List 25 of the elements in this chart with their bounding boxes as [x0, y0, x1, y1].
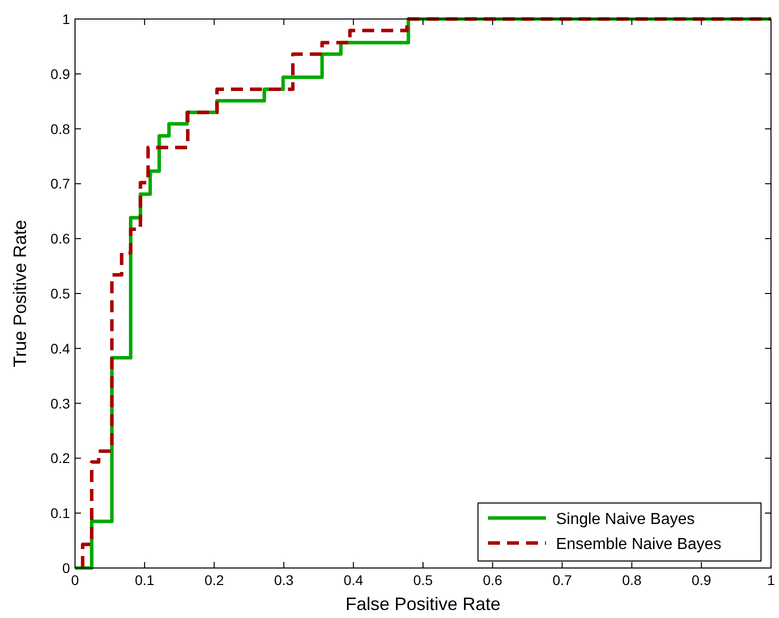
legend-label: Single Naive Bayes: [556, 511, 695, 528]
y-axis-title: True Positive Rate: [10, 220, 30, 368]
x-tick-label: 0.4: [344, 572, 364, 588]
x-tick-label: 1: [767, 572, 776, 588]
x-tick-label: 0.6: [482, 572, 503, 588]
y-tick-label: 0.7: [50, 176, 70, 192]
y-tick-label: 0.4: [50, 340, 70, 356]
y-tick-label: 0: [62, 560, 70, 576]
legend-label: Ensemble Naive Bayes: [556, 536, 722, 553]
x-tick-label: 0.9: [692, 572, 712, 588]
x-tick-label: 0.7: [552, 572, 572, 588]
y-tick-label: 0.5: [50, 286, 70, 302]
x-tick-label: 0.8: [622, 572, 642, 588]
y-tick-label: 0.1: [50, 505, 70, 522]
x-axis-title: False Positive Rate: [345, 594, 501, 614]
y-tick-label: 0.2: [50, 450, 70, 466]
y-tick-label: 1: [62, 11, 70, 27]
y-tick-label: 0.9: [50, 66, 70, 82]
x-tick-label: 0.3: [274, 572, 294, 588]
y-tick-label: 0.3: [50, 395, 70, 412]
x-tick-label: 0.2: [204, 572, 224, 588]
y-tick-label: 0.8: [50, 120, 70, 137]
x-tick-label: 0.5: [413, 572, 433, 588]
x-tick-label: 0.1: [134, 572, 155, 588]
y-tick-label: 0.6: [50, 230, 70, 247]
